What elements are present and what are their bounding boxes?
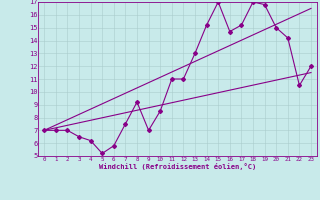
X-axis label: Windchill (Refroidissement éolien,°C): Windchill (Refroidissement éolien,°C) <box>99 163 256 170</box>
